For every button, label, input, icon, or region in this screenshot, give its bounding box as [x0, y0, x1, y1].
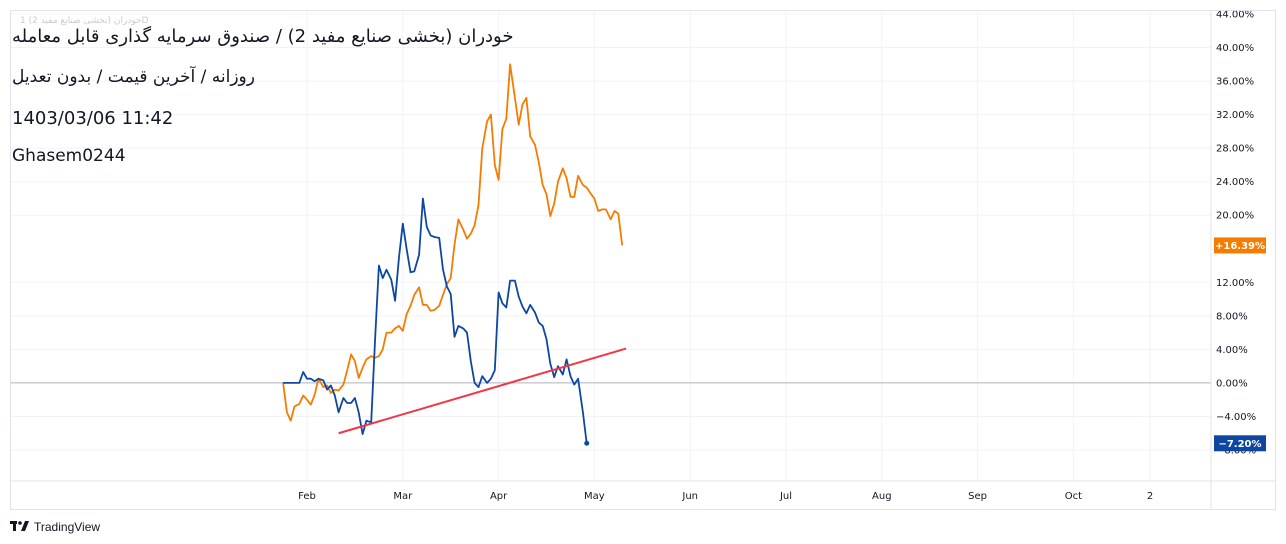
y-tick-label: 28.00% — [1216, 144, 1254, 155]
x-tick-label: Sep — [968, 491, 987, 502]
chart-title: خودران (بخشی صنایع مفید 2) / صندوق سرمای… — [12, 26, 514, 47]
chart-subtitle: روزانه / آخرین قیمت / بدون تعدیل — [12, 67, 255, 87]
y-tick-label: 44.00% — [1216, 11, 1254, 21]
y-tick-label: 20.00% — [1216, 211, 1254, 222]
x-tick-label: Mar — [393, 491, 413, 502]
x-tick-label: Jun — [681, 491, 698, 502]
x-tick-label: May — [584, 491, 605, 502]
x-tick-label: Aug — [872, 491, 892, 502]
last-value-badge-1 — [1214, 435, 1266, 452]
y-tick-label: 40.00% — [1216, 43, 1254, 54]
y-tick-label: 4.00% — [1216, 345, 1248, 356]
x-tick-label: Jul — [779, 491, 792, 502]
last-value-label-0: +16.39% — [1215, 241, 1265, 252]
gridlines — [11, 11, 1211, 481]
y-tick-label: 24.00% — [1216, 177, 1254, 188]
x-tick-label: Feb — [298, 491, 316, 502]
x-tick-label: Apr — [490, 491, 508, 502]
symbol-watermark: خودران (بخشی صنایع مفید 2) 1D — [20, 16, 149, 26]
trendline[interactable] — [338, 347, 627, 435]
y-tick-label: 8.00% — [1216, 311, 1248, 322]
last-value-badges: +16.39% −7.20% — [1214, 237, 1266, 452]
trendline-layer — [338, 347, 627, 435]
tradingview-label: TradingView — [34, 520, 101, 534]
y-axis-ticks: 44.00% 40.00% 36.00% 32.00% 28.00% 24.00% 20.0… — [1216, 11, 1256, 457]
x-tick-label: 2 — [1147, 491, 1153, 502]
series-last-point — [584, 440, 590, 446]
last-value-label-1: −7.20% — [1218, 439, 1261, 450]
chart-frame: 44.00% 40.00% 36.00% 32.00% 28.00% 24.00% 20.0… — [10, 10, 1276, 510]
series-line-0[interactable] — [282, 63, 624, 422]
last-value-badge-0 — [1214, 237, 1266, 254]
chart-author: Ghasem0244 — [12, 146, 126, 166]
series-line-1[interactable] — [283, 197, 588, 444]
series-layer — [282, 63, 624, 446]
y-tick-label: 36.00% — [1216, 77, 1254, 88]
y-tick-label: 0.00% — [1216, 378, 1248, 389]
x-tick-label: Oct — [1065, 491, 1082, 502]
y-tick-label: 12.00% — [1216, 278, 1254, 289]
chart-canvas[interactable]: 44.00%40.00%36.00%32.00%28.00%24.00%20.0… — [11, 11, 1275, 509]
chart-datetime: 1403/03/06 11:42 — [12, 108, 174, 129]
tradingview-brand[interactable]: TradingView — [10, 518, 100, 536]
y-tick-label: −4.00% — [1216, 412, 1256, 423]
tradingview-logo-icon — [10, 521, 29, 531]
x-axis-ticks: Feb Mar Apr May Jun Jul Aug Sep Oct 2 — [298, 491, 1153, 502]
y-tick-label: 32.00% — [1216, 110, 1254, 121]
